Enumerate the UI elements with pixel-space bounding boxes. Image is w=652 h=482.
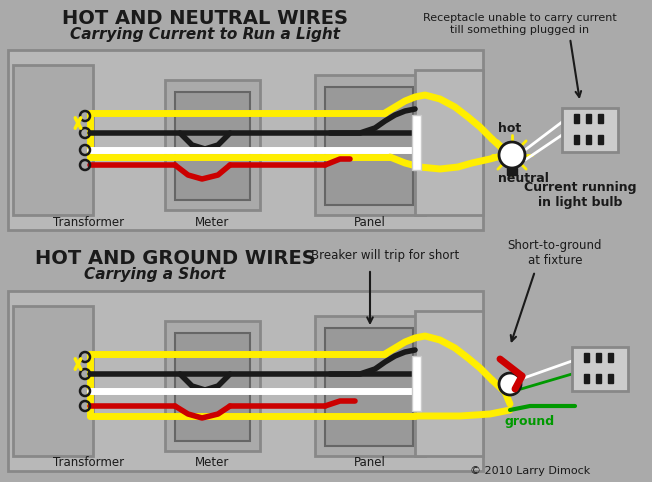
Text: Meter: Meter (195, 456, 230, 469)
Bar (586, 135, 591, 144)
Bar (584, 353, 589, 362)
Text: Receptacle unable to carry current
till something plugged in: Receptacle unable to carry current till … (423, 13, 617, 35)
Bar (596, 374, 601, 383)
Bar (572, 347, 628, 391)
Bar (315, 316, 425, 456)
Text: Carrying Current to Run a Light: Carrying Current to Run a Light (70, 27, 340, 41)
Circle shape (499, 142, 525, 168)
Text: HOT AND GROUND WIRES: HOT AND GROUND WIRES (35, 250, 316, 268)
Bar (13, 65, 93, 215)
Bar (584, 374, 589, 383)
Bar (412, 356, 421, 411)
Circle shape (499, 373, 521, 395)
Bar (608, 353, 613, 362)
Text: Breaker will trip for short: Breaker will trip for short (311, 250, 459, 263)
Bar (315, 75, 425, 215)
Text: Meter: Meter (195, 215, 230, 228)
Bar (415, 70, 483, 215)
Bar (175, 333, 250, 441)
Text: © 2010 Larry Dimock: © 2010 Larry Dimock (470, 466, 590, 476)
Bar (13, 306, 93, 456)
Text: hot: hot (498, 121, 521, 134)
Bar (175, 92, 250, 200)
Bar (596, 353, 601, 362)
Bar (608, 374, 613, 383)
Bar (574, 135, 579, 144)
Text: Transformer: Transformer (53, 215, 124, 228)
Text: Panel: Panel (354, 456, 386, 469)
Bar (598, 135, 603, 144)
Bar (165, 80, 260, 210)
Text: neutral: neutral (498, 172, 549, 185)
Text: Panel: Panel (354, 215, 386, 228)
Bar (574, 114, 579, 123)
Bar (598, 114, 603, 123)
Bar (8, 291, 483, 471)
Text: Transformer: Transformer (53, 456, 124, 469)
Bar (507, 168, 517, 175)
Bar (412, 115, 421, 170)
Bar (325, 87, 413, 205)
Bar (325, 328, 413, 446)
Text: Short-to-ground
at fixture: Short-to-ground at fixture (508, 239, 602, 267)
Text: HOT AND NEUTRAL WIRES: HOT AND NEUTRAL WIRES (62, 9, 348, 27)
Bar (415, 311, 483, 456)
Text: Current running
in light bulb: Current running in light bulb (524, 181, 636, 209)
Text: ground: ground (505, 415, 555, 428)
Bar (165, 321, 260, 451)
Bar (8, 50, 483, 230)
Bar (562, 108, 618, 152)
Text: Carrying a Short: Carrying a Short (84, 268, 226, 282)
Bar (586, 114, 591, 123)
